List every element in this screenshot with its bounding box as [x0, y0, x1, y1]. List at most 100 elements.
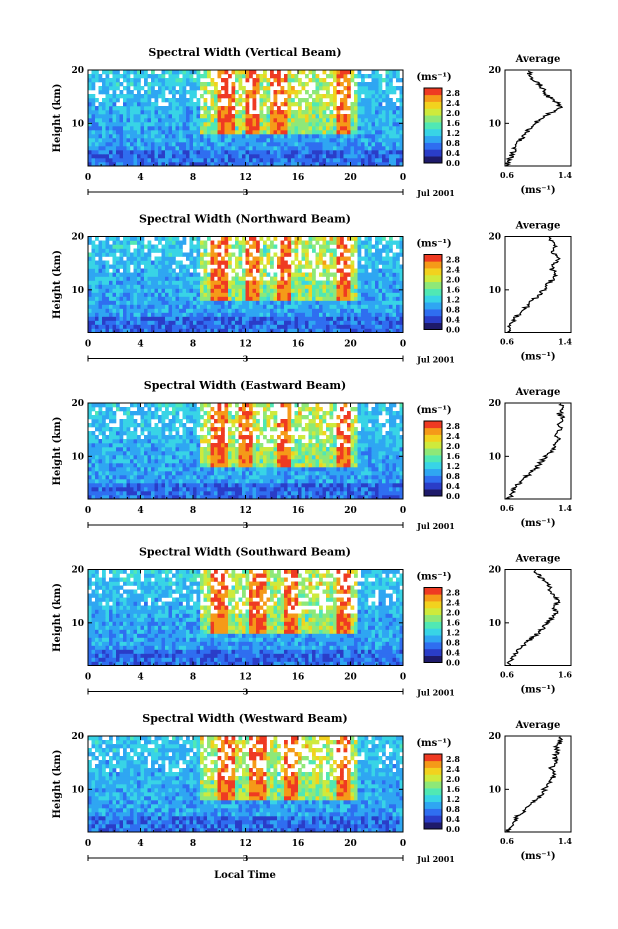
heatmap-cell	[189, 280, 194, 285]
heatmap-cell	[228, 118, 232, 123]
heatmap-cell	[179, 467, 183, 472]
heatmap-cell	[242, 300, 246, 305]
heatmap-cell	[399, 150, 404, 155]
heatmap-cell	[217, 260, 222, 265]
heatmap-cell	[168, 316, 173, 321]
heatmap-cell	[95, 483, 99, 488]
heatmap-cell	[179, 324, 183, 329]
heatmap-cell	[280, 138, 285, 143]
heatmap-cell	[291, 146, 295, 151]
heatmap-cell	[245, 130, 250, 135]
heatmap-cell	[203, 264, 208, 269]
heatmap-cell	[91, 146, 96, 151]
heatmap-cell	[88, 288, 92, 293]
heatmap-cell	[333, 312, 337, 317]
heatmap-cell	[298, 495, 302, 500]
heatmap-cell	[95, 479, 99, 484]
heatmap-cell	[396, 244, 400, 249]
heatmap-cell	[252, 471, 257, 476]
heatmap-cell	[322, 78, 327, 83]
heatmap-cell	[392, 268, 397, 273]
heatmap-cell	[326, 288, 330, 293]
heatmap-cell	[245, 240, 250, 245]
heatmap-cell	[119, 118, 124, 123]
heatmap-cell	[147, 146, 152, 151]
heatmap-cell	[298, 264, 302, 269]
heatmap-cell	[161, 118, 166, 123]
heatmap-cell	[371, 142, 376, 147]
heatmap-cell	[137, 260, 141, 265]
heatmap-cell	[256, 479, 260, 484]
heatmap-cell	[228, 495, 232, 500]
heatmap-cell	[392, 142, 397, 147]
heatmap-cell	[298, 70, 302, 75]
colorbar-segment	[424, 281, 442, 289]
heatmap-cell	[140, 304, 145, 309]
heatmap-cell	[158, 479, 162, 484]
heatmap-cell	[144, 252, 148, 257]
heatmap-cell	[154, 483, 159, 488]
heatmap-cell	[284, 320, 288, 325]
heatmap-cell	[375, 134, 379, 139]
heatmap-cell	[354, 272, 358, 277]
heatmap-cell	[350, 288, 355, 293]
heatmap-cell	[259, 324, 264, 329]
heatmap-cell	[319, 110, 323, 115]
heatmap-cell	[392, 150, 397, 155]
heatmap-cell	[119, 142, 124, 147]
heatmap-cell	[245, 455, 250, 460]
heatmap-cell	[235, 138, 239, 143]
heatmap-cell	[203, 280, 208, 285]
heatmap-cell	[88, 479, 92, 484]
heatmap-cell	[133, 312, 138, 317]
heatmap-cell	[284, 158, 288, 163]
heatmap-cell	[270, 316, 274, 321]
heatmap-cell	[224, 78, 229, 83]
heatmap-cell	[322, 106, 327, 111]
heatmap-cell	[161, 471, 166, 476]
heatmap-cell	[322, 146, 327, 151]
heatmap-cell	[193, 284, 197, 289]
heatmap-cell	[137, 471, 141, 476]
heatmap-cell	[263, 483, 267, 488]
heatmap-cell	[333, 90, 337, 95]
heatmap-cell	[144, 114, 148, 119]
heatmap-cell	[242, 272, 246, 277]
heatmap-cell	[116, 82, 120, 87]
heatmap-cell	[315, 110, 320, 115]
heatmap-cell	[336, 118, 341, 123]
heatmap-cell	[154, 122, 159, 127]
heatmap-cell	[399, 240, 404, 245]
heatmap-cell	[112, 276, 117, 281]
heatmap-cell	[224, 487, 229, 492]
heatmap-cell	[333, 455, 337, 460]
heatmap-cell	[214, 122, 218, 127]
heatmap-cell	[147, 479, 152, 484]
heatmap-cell	[252, 78, 257, 83]
heatmap-cell	[245, 300, 250, 305]
heatmap-cell	[116, 256, 120, 261]
heatmap-cell	[116, 328, 120, 333]
heatmap-cell	[123, 138, 127, 143]
heatmap-cell	[319, 150, 323, 155]
heatmap-cell	[329, 236, 334, 241]
heatmap-cell	[147, 134, 152, 139]
heatmap-cell	[263, 126, 267, 131]
colorbar-segment	[424, 94, 442, 102]
heatmap-cell	[298, 130, 302, 135]
heatmap-cell	[399, 94, 404, 99]
heatmap-cell	[168, 158, 173, 163]
heatmap-cell	[109, 94, 113, 99]
heatmap-cell	[259, 491, 264, 496]
heatmap-cell	[102, 134, 106, 139]
heatmap-cell	[214, 288, 218, 293]
heatmap-cell	[91, 110, 96, 115]
heatmap-cell	[347, 236, 351, 241]
heatmap-cell	[284, 130, 288, 135]
heatmap-cell	[126, 324, 131, 329]
heatmap-cell	[382, 272, 386, 277]
heatmap-cell	[242, 288, 246, 293]
heatmap-cell	[298, 300, 302, 305]
heatmap-cell	[389, 150, 393, 155]
heatmap-cell	[364, 98, 369, 103]
